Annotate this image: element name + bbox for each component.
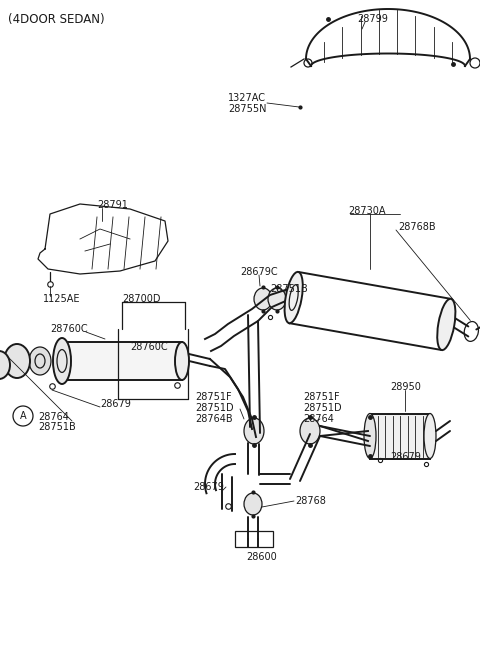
Text: 28764B: 28764B bbox=[195, 414, 233, 424]
Ellipse shape bbox=[300, 418, 320, 444]
Text: 28751B: 28751B bbox=[38, 422, 76, 432]
Text: 28751D: 28751D bbox=[195, 403, 234, 413]
Text: 28751B: 28751B bbox=[270, 284, 308, 294]
Text: 28679: 28679 bbox=[390, 452, 421, 462]
Ellipse shape bbox=[53, 338, 71, 384]
Ellipse shape bbox=[4, 344, 30, 378]
Text: 28764: 28764 bbox=[303, 414, 334, 424]
Text: 28730A: 28730A bbox=[348, 206, 385, 216]
Bar bbox=[62, 342, 182, 380]
Ellipse shape bbox=[424, 413, 436, 458]
Text: 28764: 28764 bbox=[38, 412, 69, 422]
Text: 28760C: 28760C bbox=[50, 324, 88, 334]
Text: 28600: 28600 bbox=[246, 552, 277, 562]
Text: 28679: 28679 bbox=[100, 399, 131, 409]
Ellipse shape bbox=[244, 493, 262, 515]
Text: 28755N: 28755N bbox=[228, 104, 266, 114]
Text: 28751F: 28751F bbox=[195, 392, 232, 402]
Text: 28751D: 28751D bbox=[303, 403, 342, 413]
Ellipse shape bbox=[254, 288, 272, 310]
Ellipse shape bbox=[175, 342, 189, 380]
Text: 1125AE: 1125AE bbox=[43, 294, 81, 304]
Text: (4DOOR SEDAN): (4DOOR SEDAN) bbox=[8, 13, 105, 25]
Text: 28679C: 28679C bbox=[240, 267, 277, 277]
Ellipse shape bbox=[0, 351, 10, 379]
Ellipse shape bbox=[244, 418, 264, 444]
Ellipse shape bbox=[364, 413, 376, 458]
Ellipse shape bbox=[285, 272, 303, 323]
Text: 28679: 28679 bbox=[193, 482, 224, 492]
Ellipse shape bbox=[437, 299, 456, 350]
Text: 28760C: 28760C bbox=[130, 342, 168, 352]
Ellipse shape bbox=[29, 347, 51, 375]
Text: 28768: 28768 bbox=[295, 496, 326, 506]
Text: 28751F: 28751F bbox=[303, 392, 340, 402]
Text: 28950: 28950 bbox=[390, 382, 421, 392]
Text: A: A bbox=[20, 411, 26, 421]
Ellipse shape bbox=[268, 288, 286, 310]
Text: 28700D: 28700D bbox=[122, 294, 160, 304]
Bar bbox=[235, 531, 273, 547]
Text: 28768B: 28768B bbox=[398, 222, 436, 232]
Bar bbox=[370, 413, 430, 458]
Text: 28791: 28791 bbox=[97, 200, 128, 210]
Text: 28799: 28799 bbox=[357, 14, 388, 24]
Text: 1327AC: 1327AC bbox=[228, 93, 266, 103]
